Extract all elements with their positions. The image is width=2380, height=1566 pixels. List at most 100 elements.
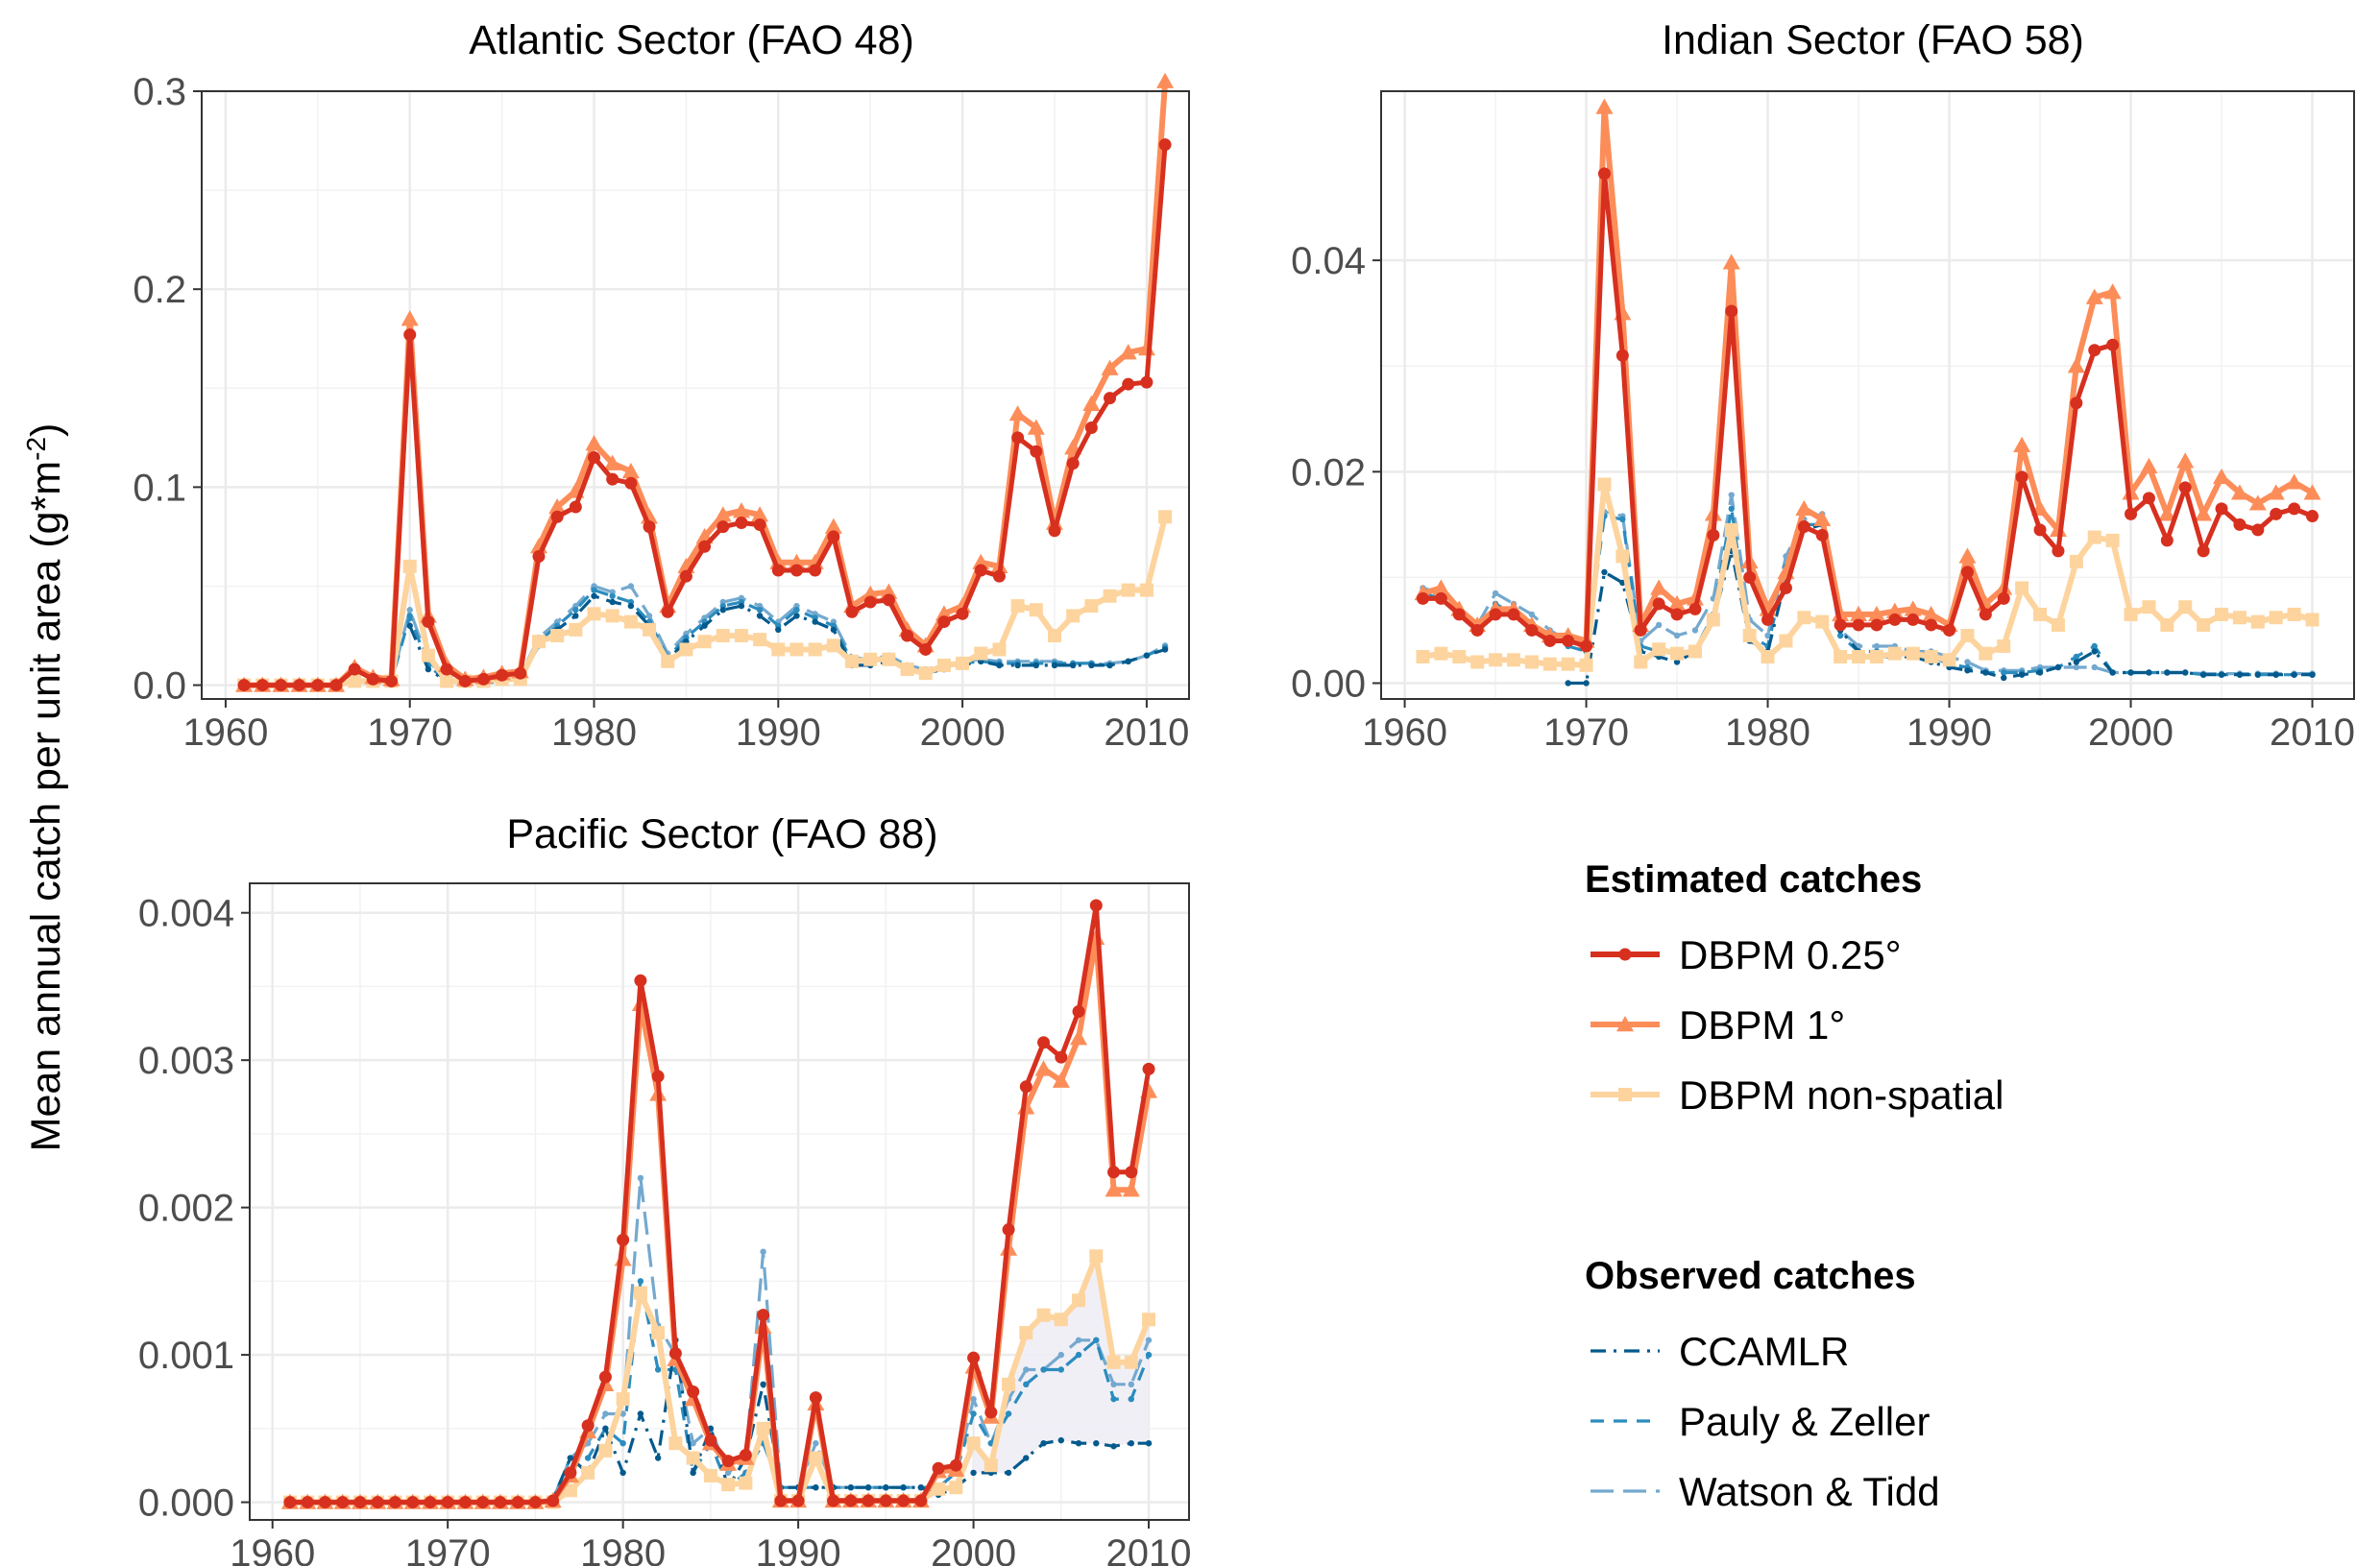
data-point-watson	[1528, 611, 1536, 618]
data-point-dbpm1	[1722, 253, 1740, 270]
data-point-dbpm1	[2067, 357, 2085, 373]
data-point-dbpm025	[1470, 623, 1484, 637]
data-point-watson	[1145, 1337, 1153, 1343]
data-point-nonspatial	[1416, 649, 1430, 663]
data-point-dbpm025	[388, 1496, 401, 1509]
data-point-dbpm1	[1795, 499, 1813, 517]
data-point-ccamlr	[996, 662, 1003, 669]
data-point-dbpm025	[2215, 502, 2228, 516]
data-point-dbpm1	[1595, 98, 1614, 114]
data-point-ccamlr	[2199, 671, 2207, 678]
x-tick-label: 2010	[1106, 1532, 1192, 1566]
data-point-dbpm025	[1906, 613, 1920, 626]
data-point-ccamlr	[2091, 648, 2098, 655]
data-point-dbpm1	[1122, 1181, 1140, 1197]
data-point-dbpm025	[914, 1494, 928, 1507]
data-point-dbpm1	[788, 553, 806, 569]
data-point-nonspatial	[2124, 607, 2138, 621]
data-point-dbpm025	[844, 1494, 858, 1507]
data-point-nonspatial	[1706, 613, 1720, 627]
data-point-dbpm025	[617, 1233, 630, 1246]
panel-indian: Indian Sector (FAO 58) 1960 1970 1980 1990 2…	[1291, 17, 2355, 754]
data-point-ccamlr	[1565, 680, 1571, 687]
data-point-dbpm1	[824, 518, 842, 534]
data-point-watson	[1764, 632, 1771, 639]
data-point-dbpm025	[1815, 528, 1829, 542]
data-point-nonspatial	[932, 1482, 946, 1496]
data-point-nonspatial	[756, 1421, 770, 1435]
data-point-dbpm1	[1105, 1181, 1123, 1197]
data-point-pauly	[1728, 505, 1735, 513]
data-point-nonspatial	[1002, 1377, 1016, 1391]
data-point-pauly	[1057, 1366, 1065, 1373]
data-point-dbpm1	[548, 497, 567, 515]
data-point-dbpm025	[2052, 544, 2065, 558]
series-dbpm025	[283, 899, 1155, 1509]
data-point-ccamlr	[2109, 669, 2116, 676]
data-point-dbpm1	[2195, 505, 2213, 521]
x-tick-label: 1990	[756, 1532, 841, 1566]
data-point-nonspatial	[1089, 1249, 1104, 1264]
data-point-dbpm025	[919, 642, 933, 656]
data-point-ccamlr	[2218, 671, 2225, 678]
data-point-dbpm025	[353, 1496, 367, 1509]
legend-title-observed: Observed catches	[1585, 1255, 1916, 1297]
data-point-dbpm1	[1008, 405, 1027, 422]
data-point-ccamlr	[1069, 662, 1077, 669]
data-point-dbpm025	[2197, 544, 2210, 558]
data-point-dbpm025	[1670, 608, 1684, 621]
data-point-dbpm1	[751, 506, 769, 522]
data-point-dbpm025	[301, 1496, 314, 1509]
data-point-pauly	[970, 1410, 977, 1417]
data-point-dbpm025	[668, 1347, 682, 1361]
plot-background	[1381, 91, 2354, 699]
data-point-pauly	[609, 592, 616, 599]
data-point-nonspatial	[2051, 617, 2065, 632]
x-tick-label: 1990	[1906, 711, 1992, 754]
data-point-dbpm025	[1037, 1036, 1051, 1049]
data-point-ccamlr	[775, 626, 782, 634]
data-point-dbpm025	[440, 663, 453, 676]
data-point-nonspatial	[1634, 655, 1648, 669]
data-point-dbpm025	[2160, 534, 2174, 547]
data-point-nonspatial	[1139, 583, 1154, 597]
data-point-dbpm1	[401, 310, 419, 326]
data-point-nonspatial	[440, 674, 454, 688]
data-point-dbpm025	[458, 1496, 472, 1509]
data-point-dbpm025	[2233, 518, 2246, 531]
data-point-dbpm025	[2125, 507, 2138, 520]
data-point-nonspatial	[633, 1286, 647, 1300]
data-point-nonspatial	[697, 635, 712, 649]
data-point-nonspatial	[348, 674, 362, 688]
data-point-nonspatial	[550, 629, 565, 643]
data-point-ccamlr	[690, 1469, 696, 1477]
data-point-watson	[645, 613, 653, 619]
data-point-ccamlr	[738, 602, 745, 610]
data-point-nonspatial	[1579, 658, 1593, 672]
data-point-dbpm025	[827, 530, 840, 543]
data-point-nonspatial	[809, 1451, 823, 1465]
data-point-dbpm1	[1052, 1072, 1070, 1088]
panel-pacific: Pacific Sector (FAO 88) 1960 1970 1980 1990…	[138, 811, 1192, 1566]
data-point-dbpm025	[424, 1496, 437, 1509]
data-point-dbpm1	[2230, 484, 2248, 500]
data-point-dbpm025	[1104, 392, 1117, 405]
data-point-ccamlr	[2073, 659, 2080, 665]
data-point-dbpm1	[621, 462, 640, 479]
data-point-nonspatial	[1121, 583, 1135, 597]
x-tick-label: 1980	[580, 1532, 666, 1566]
data-point-ccamlr	[1057, 1436, 1065, 1444]
x-tick-label: 2000	[2088, 711, 2174, 754]
data-point-nonspatial	[1054, 1313, 1068, 1327]
data-point-dbpm025	[698, 540, 712, 553]
data-point-nonspatial	[2215, 607, 2229, 621]
data-point-dbpm025	[1562, 634, 1575, 647]
data-point-nonspatial	[2160, 617, 2174, 632]
data-point-ccamlr	[1143, 652, 1151, 659]
data-point-pauly	[793, 607, 800, 614]
data-point-nonspatial	[686, 1451, 700, 1465]
grid	[1381, 91, 2354, 699]
data-point-watson	[637, 1174, 644, 1182]
data-point-dbpm025	[2033, 523, 2047, 537]
data-point-watson	[627, 583, 635, 590]
